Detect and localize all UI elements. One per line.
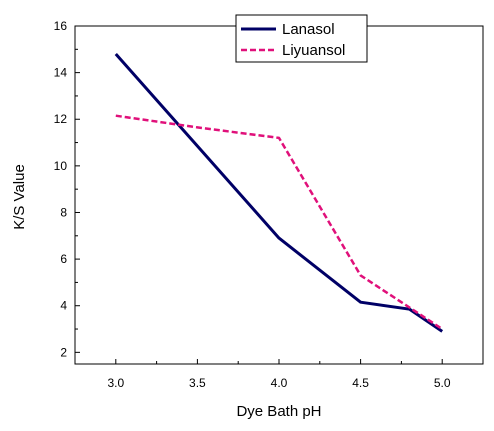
y-tick-label: 4 xyxy=(60,299,67,313)
x-tick-label: 4.5 xyxy=(352,376,369,390)
legend: Lanasol Liyuansol xyxy=(235,14,368,63)
y-tick-label: 14 xyxy=(54,66,68,80)
y-tick-label: 12 xyxy=(54,112,68,126)
x-axis-label: Dye Bath pH xyxy=(236,403,321,420)
x-axis: 3.0 3.5 4.0 4.5 5.0 xyxy=(74,359,484,390)
legend-box xyxy=(235,14,368,63)
y-tick-label: 6 xyxy=(60,252,67,266)
y-tick-label: 16 xyxy=(54,19,68,33)
series-line-liyuansol xyxy=(115,114,443,331)
y-tick-label: 2 xyxy=(60,345,67,359)
y-tick-label: 8 xyxy=(60,205,67,219)
x-tick-label: 3.0 xyxy=(107,376,124,390)
x-tick-label: 5.0 xyxy=(434,376,451,390)
legend-label-liyuansol: Liyuansol xyxy=(282,42,345,59)
y-axis: 2 4 6 8 10 12 14 16 xyxy=(54,19,80,359)
legend-label-lanasol: Lanasol xyxy=(282,21,335,38)
y-axis-label: K/S Value xyxy=(11,164,28,230)
series-line-lanasol xyxy=(114,53,444,333)
y-tick-label: 10 xyxy=(54,159,68,173)
series-layer xyxy=(114,53,444,333)
x-tick-label: 3.5 xyxy=(189,376,206,390)
x-tick-label: 4.0 xyxy=(271,376,288,390)
